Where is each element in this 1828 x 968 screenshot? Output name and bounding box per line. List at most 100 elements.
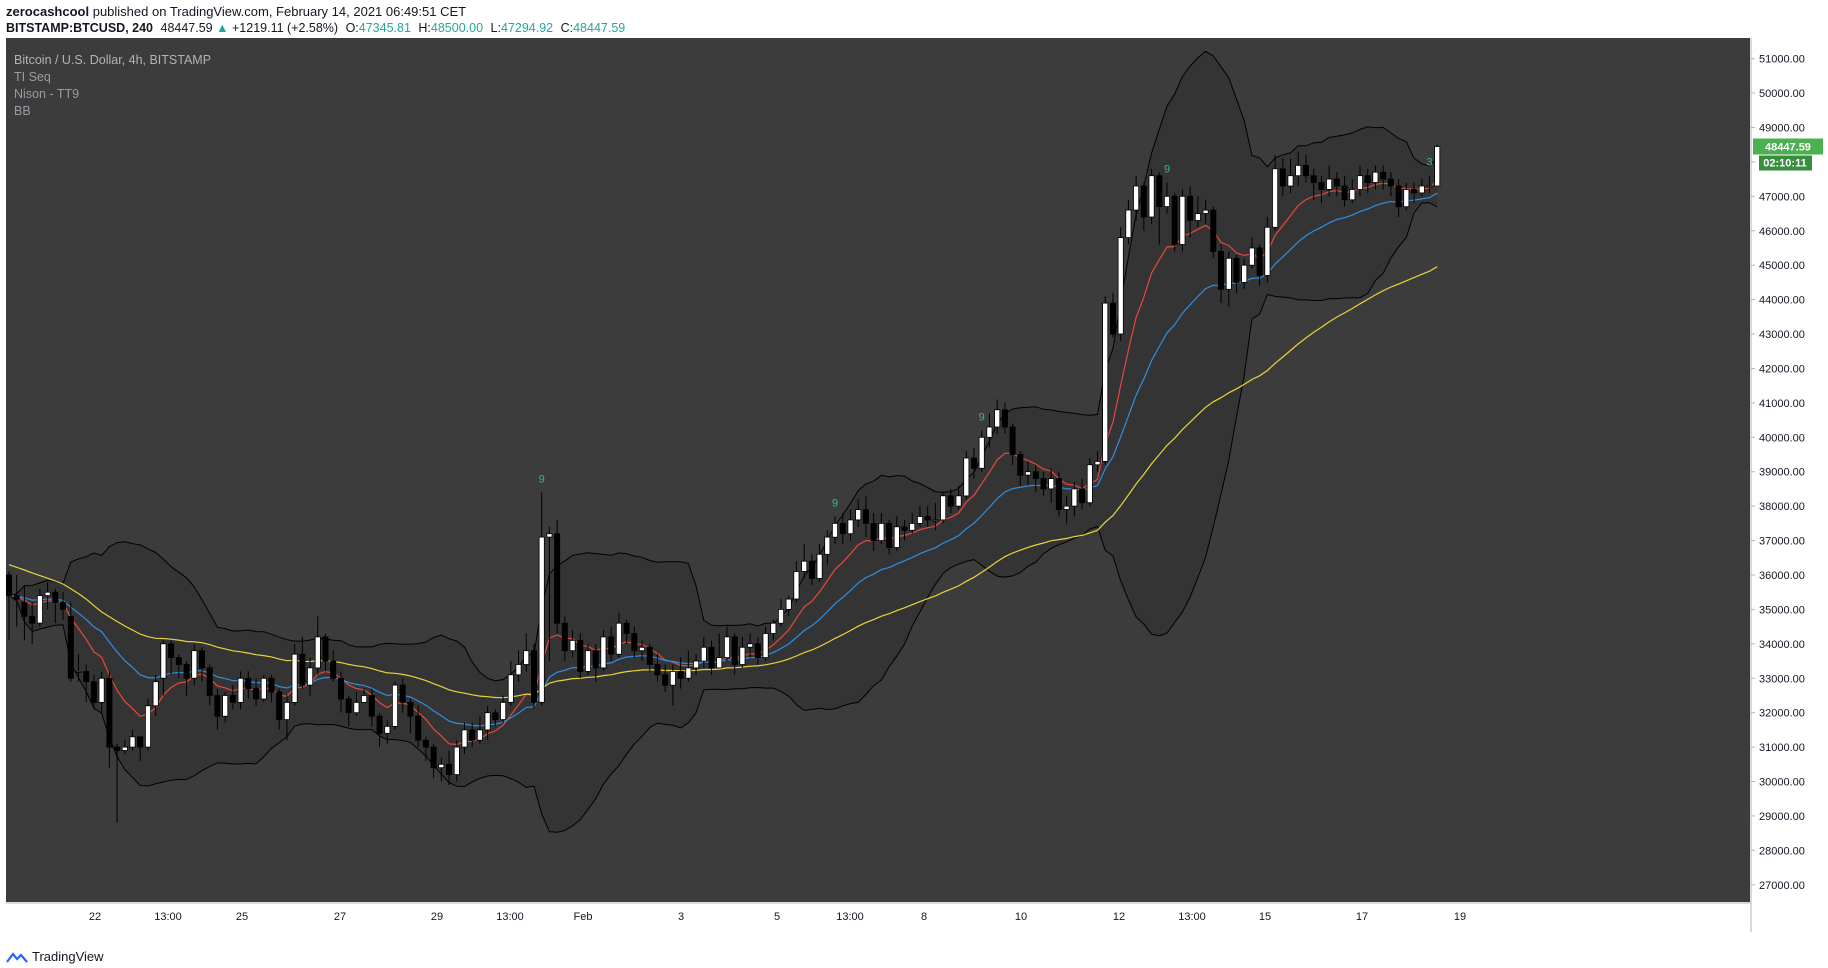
candle-up[interactable]	[291, 653, 298, 703]
candle-down[interactable]	[592, 650, 599, 669]
candle-up[interactable]	[569, 640, 576, 652]
candle-down[interactable]	[198, 650, 205, 669]
candle-down[interactable]	[168, 643, 175, 658]
candle-down[interactable]	[561, 622, 568, 652]
candle-up[interactable]	[1272, 168, 1279, 228]
candle-up[interactable]	[1426, 185, 1433, 188]
candle-up[interactable]	[747, 643, 754, 648]
candle-down[interactable]	[924, 516, 931, 521]
candle-up[interactable]	[669, 671, 676, 686]
candle-down[interactable]	[322, 636, 329, 662]
candle-down[interactable]	[21, 602, 28, 617]
candle-up[interactable]	[716, 657, 723, 669]
candle-up[interactable]	[98, 677, 105, 703]
candle-up[interactable]	[1148, 175, 1155, 218]
candle-up[interactable]	[222, 695, 229, 717]
candle-up[interactable]	[461, 729, 468, 748]
candle-down[interactable]	[29, 615, 36, 624]
candle-down[interactable]	[83, 671, 90, 683]
candle-up[interactable]	[152, 681, 159, 707]
candle-up[interactable]	[816, 553, 823, 579]
candle-up[interactable]	[384, 726, 391, 734]
candle-up[interactable]	[685, 667, 692, 679]
candle-down[interactable]	[1333, 178, 1340, 187]
candle-up[interactable]	[129, 736, 136, 748]
candle-down[interactable]	[708, 646, 715, 669]
candle-down[interactable]	[299, 653, 306, 686]
candle-down[interactable]	[608, 636, 615, 655]
candle-up[interactable]	[283, 702, 290, 721]
candle-down[interactable]	[947, 495, 954, 507]
candle-up[interactable]	[538, 536, 545, 703]
candle-down[interactable]	[754, 643, 761, 658]
candle-down[interactable]	[531, 650, 538, 703]
candle-up[interactable]	[847, 519, 854, 535]
candle-up[interactable]	[1403, 189, 1410, 208]
candle-up[interactable]	[639, 646, 646, 652]
candle-down[interactable]	[67, 615, 74, 679]
candle-up[interactable]	[615, 622, 622, 655]
candle-up[interactable]	[476, 729, 483, 741]
candle-up[interactable]	[75, 671, 82, 673]
candle-down[interactable]	[90, 681, 97, 703]
candle-up[interactable]	[391, 684, 398, 727]
price-axis-area[interactable]	[1750, 38, 1828, 932]
candle-down[interactable]	[1156, 175, 1163, 208]
candle-down[interactable]	[137, 736, 144, 748]
legend-title[interactable]: Bitcoin / U.S. Dollar, 4h, BITSTAMP	[14, 53, 212, 67]
candle-down[interactable]	[52, 591, 59, 603]
candle-up[interactable]	[484, 712, 491, 731]
candle-down[interactable]	[399, 684, 406, 703]
candle-down[interactable]	[106, 677, 113, 748]
candle-up[interactable]	[909, 523, 916, 531]
candle-up[interactable]	[1202, 209, 1209, 214]
candle-down[interactable]	[252, 688, 259, 700]
candle-up[interactable]	[986, 426, 993, 438]
candle-down[interactable]	[229, 695, 236, 703]
candle-down[interactable]	[1009, 426, 1016, 455]
candle-down[interactable]	[1318, 182, 1325, 190]
candle-down[interactable]	[206, 667, 213, 696]
candle-down[interactable]	[1079, 488, 1086, 504]
candle-down[interactable]	[646, 646, 653, 665]
candle-up[interactable]	[1025, 471, 1032, 476]
candle-up[interactable]	[1117, 237, 1124, 335]
candle-down[interactable]	[1032, 471, 1039, 480]
candle-down[interactable]	[1017, 454, 1024, 476]
candle-down[interactable]	[554, 533, 561, 624]
candle-down[interactable]	[214, 695, 221, 717]
candle-up[interactable]	[855, 509, 862, 521]
candle-up[interactable]	[1086, 464, 1093, 504]
candle-up[interactable]	[1434, 146, 1441, 187]
candle-up[interactable]	[453, 746, 460, 775]
candle-down[interactable]	[971, 457, 978, 469]
candle-up[interactable]	[523, 650, 530, 665]
candle-up[interactable]	[963, 457, 970, 497]
candle-up[interactable]	[1418, 185, 1425, 194]
candle-down[interactable]	[1187, 195, 1194, 221]
candle-down[interactable]	[1233, 257, 1240, 283]
candle-up[interactable]	[932, 519, 939, 522]
candle-down[interactable]	[808, 560, 815, 579]
candle-up[interactable]	[1071, 488, 1078, 507]
candle-down[interactable]	[1341, 185, 1348, 201]
candle-down[interactable]	[1279, 168, 1286, 187]
candle-up[interactable]	[1125, 209, 1132, 239]
candle-down[interactable]	[1110, 302, 1117, 335]
candle-down[interactable]	[1218, 250, 1225, 290]
candle-down[interactable]	[577, 640, 584, 672]
candle-up[interactable]	[1264, 226, 1271, 276]
candle-down[interactable]	[337, 677, 344, 700]
candle-down[interactable]	[415, 715, 422, 741]
candle-up[interactable]	[361, 695, 368, 703]
candle-up[interactable]	[546, 533, 553, 538]
candle-down[interactable]	[276, 691, 283, 720]
candle-up[interactable]	[693, 660, 700, 669]
candle-down[interactable]	[175, 657, 182, 665]
candle-up[interactable]	[507, 674, 514, 703]
candle-down[interactable]	[445, 763, 452, 775]
candle-up[interactable]	[793, 571, 800, 600]
candle-up[interactable]	[1241, 264, 1248, 283]
candle-up[interactable]	[515, 664, 522, 676]
candle-down[interactable]	[368, 695, 375, 717]
